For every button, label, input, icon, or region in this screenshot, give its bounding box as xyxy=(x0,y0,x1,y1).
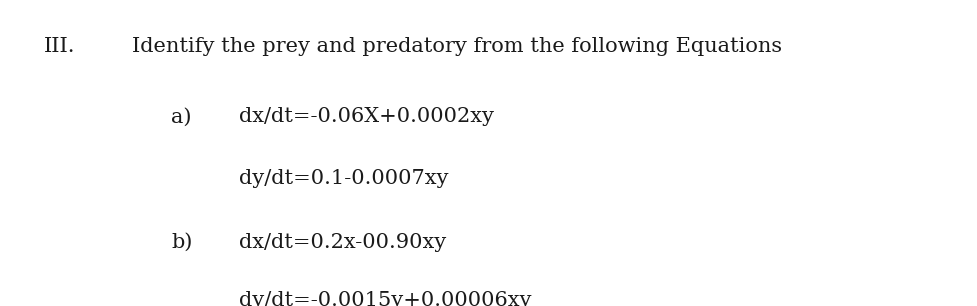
Text: dx/dt=-0.06X+0.0002xy: dx/dt=-0.06X+0.0002xy xyxy=(239,107,494,126)
Text: III.: III. xyxy=(44,37,75,56)
Text: dy/dt=-0.0015y+0.00006xy: dy/dt=-0.0015y+0.00006xy xyxy=(239,291,531,306)
Text: dy/dt=0.1-0.0007xy: dy/dt=0.1-0.0007xy xyxy=(239,169,448,188)
Text: dx/dt=0.2x-00.90xy: dx/dt=0.2x-00.90xy xyxy=(239,233,446,252)
Text: b): b) xyxy=(171,233,192,252)
Text: a): a) xyxy=(171,107,191,126)
Text: Identify the prey and predatory from the following Equations: Identify the prey and predatory from the… xyxy=(132,37,782,56)
